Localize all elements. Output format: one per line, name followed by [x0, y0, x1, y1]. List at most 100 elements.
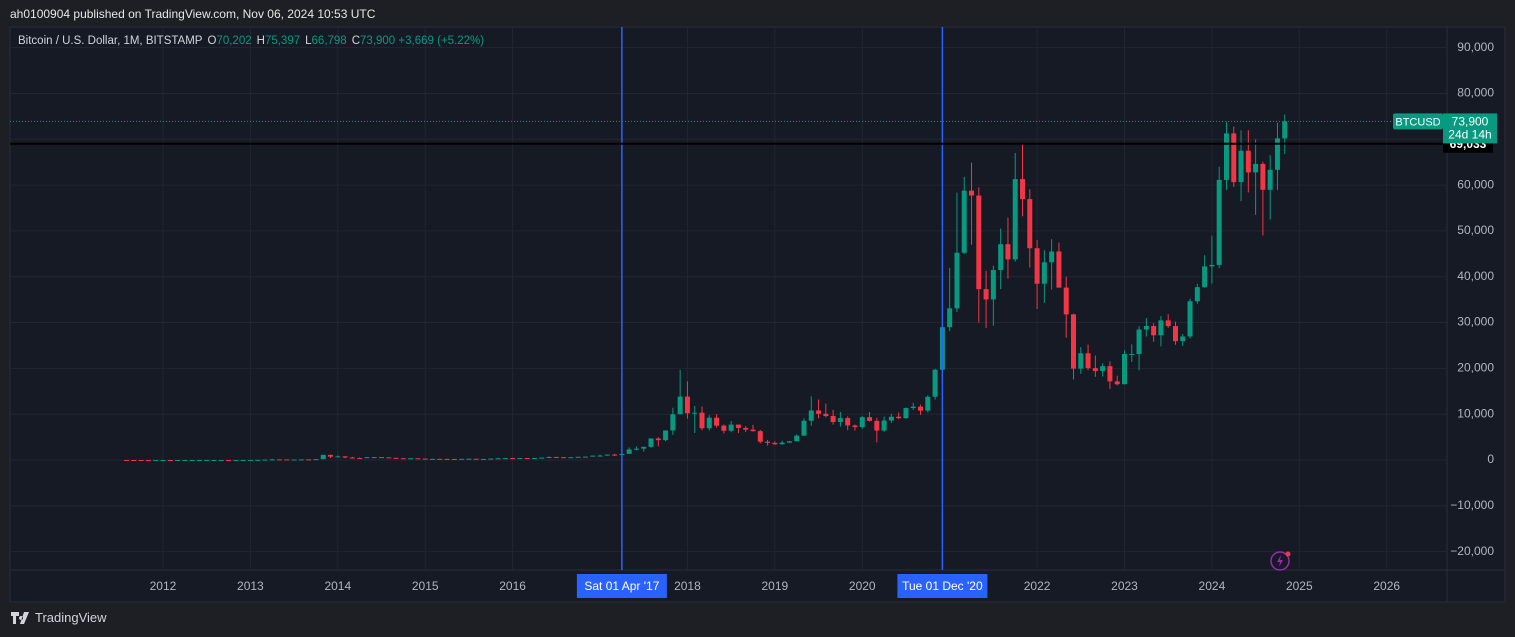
y-tick-label: 50,000	[1457, 223, 1494, 237]
candle-body	[1078, 353, 1084, 369]
footer: TradingView	[10, 610, 107, 625]
candle-body	[918, 406, 924, 411]
candle-body	[291, 459, 297, 461]
candle-body	[750, 429, 756, 432]
candle-body	[1209, 264, 1215, 267]
candle-body	[575, 456, 581, 458]
candle-body	[663, 430, 669, 441]
candle-body	[990, 270, 996, 300]
candle-body	[306, 459, 312, 461]
candle-body	[153, 460, 159, 462]
candle-body	[852, 425, 858, 428]
candle-body	[648, 438, 654, 447]
x-tick-label: 2020	[849, 579, 876, 593]
candle-body	[255, 459, 261, 461]
overlay: Sat 01 Apr '17 Tue 01 Dec '2069,033BTCUSD…	[10, 27, 1497, 598]
candle-body	[1143, 325, 1149, 330]
candle-body	[167, 460, 173, 462]
candle-body	[903, 408, 909, 419]
countdown-label: 24d 14h	[1448, 128, 1491, 142]
candle-body	[1063, 287, 1069, 315]
ohlc-key: C	[351, 35, 361, 47]
candle-body	[124, 459, 130, 461]
price-label: 73,900	[1452, 115, 1489, 129]
candle-body	[262, 459, 268, 461]
x-tick-label: 2023	[1111, 579, 1138, 593]
y-tick-label: 0	[1487, 452, 1494, 466]
candle-body	[247, 459, 253, 461]
candle-body	[1267, 169, 1273, 190]
candle-body	[626, 449, 632, 454]
candle-body	[1274, 138, 1280, 170]
candle-body	[211, 459, 217, 461]
candle-body	[1260, 163, 1266, 190]
candle-body	[495, 458, 501, 460]
ohlc-key: L	[305, 35, 312, 47]
candle-body	[757, 431, 763, 442]
candle-body	[1020, 179, 1026, 200]
candle-body	[1005, 244, 1011, 260]
candle-body	[196, 459, 202, 461]
candle-body	[699, 412, 705, 429]
change: +3,669	[398, 35, 434, 47]
candle-body	[947, 308, 953, 328]
ohlc-values: O70,202 H75,397 L66,798 C73,900	[202, 35, 395, 47]
candle-body	[1012, 179, 1018, 260]
candle-body	[706, 417, 712, 429]
ohlc-legend: Bitcoin / U.S. Dollar, 1M, BITSTAMP O70,2…	[18, 35, 484, 47]
candle-body	[677, 396, 683, 415]
candle-body	[568, 457, 574, 459]
candle-body	[1194, 287, 1200, 302]
candle-body	[808, 410, 814, 421]
x-tick-label: 2022	[1024, 579, 1051, 593]
candle-body	[204, 459, 210, 461]
candle-body	[641, 446, 647, 449]
candle-body	[961, 190, 967, 253]
symbol-title: Bitcoin / U.S. Dollar, 1M, BITSTAMP	[18, 35, 203, 47]
candle-body	[298, 459, 304, 461]
candle-body	[969, 190, 975, 196]
candle-body	[284, 459, 290, 461]
candle-body	[888, 416, 894, 421]
candle-body	[765, 441, 771, 443]
candle-body	[845, 418, 851, 426]
marker-label: Tue 01 Dec '20	[902, 579, 983, 593]
candle-body	[1041, 262, 1047, 284]
alert-ring[interactable]	[1270, 551, 1290, 571]
alert-icon[interactable]	[1270, 551, 1291, 571]
candle-body	[779, 442, 785, 445]
x-tick-label: 2012	[150, 579, 177, 593]
candle-body	[378, 457, 384, 459]
candle-body	[1180, 336, 1186, 342]
change-percent: (+5.22%)	[437, 35, 485, 47]
brand-logo	[11, 611, 29, 624]
candle-body	[488, 458, 494, 460]
candle-body	[1107, 366, 1113, 382]
candle-body	[393, 457, 399, 459]
x-tick-label: 2019	[761, 579, 788, 593]
candle-body	[976, 195, 982, 290]
y-tick-label: 30,000	[1457, 315, 1494, 329]
y-tick-label: 90,000	[1457, 40, 1494, 54]
ohlc-value: 73,900	[360, 35, 396, 47]
candle-body	[408, 458, 414, 460]
candle-body	[998, 244, 1004, 271]
price-badge	[1443, 113, 1497, 144]
candle-body	[983, 289, 989, 300]
candle-body	[925, 396, 931, 411]
brand: TradingView	[35, 610, 107, 625]
candle-body	[451, 458, 457, 460]
alert-dot[interactable]	[1285, 551, 1291, 557]
x-tick-label: 2015	[412, 579, 439, 593]
candle-body	[480, 458, 486, 460]
y-tick-label: 10,000	[1457, 406, 1494, 420]
candle-body	[794, 435, 800, 442]
candle-body	[357, 457, 363, 459]
alert-bolt[interactable]	[1277, 555, 1283, 567]
x-tick-label: 2014	[324, 579, 351, 593]
candle-body	[1172, 326, 1178, 342]
candle-body	[1092, 368, 1098, 372]
x-tick-label: 2025	[1286, 579, 1313, 593]
ohlc-value: 75,397	[264, 35, 301, 47]
